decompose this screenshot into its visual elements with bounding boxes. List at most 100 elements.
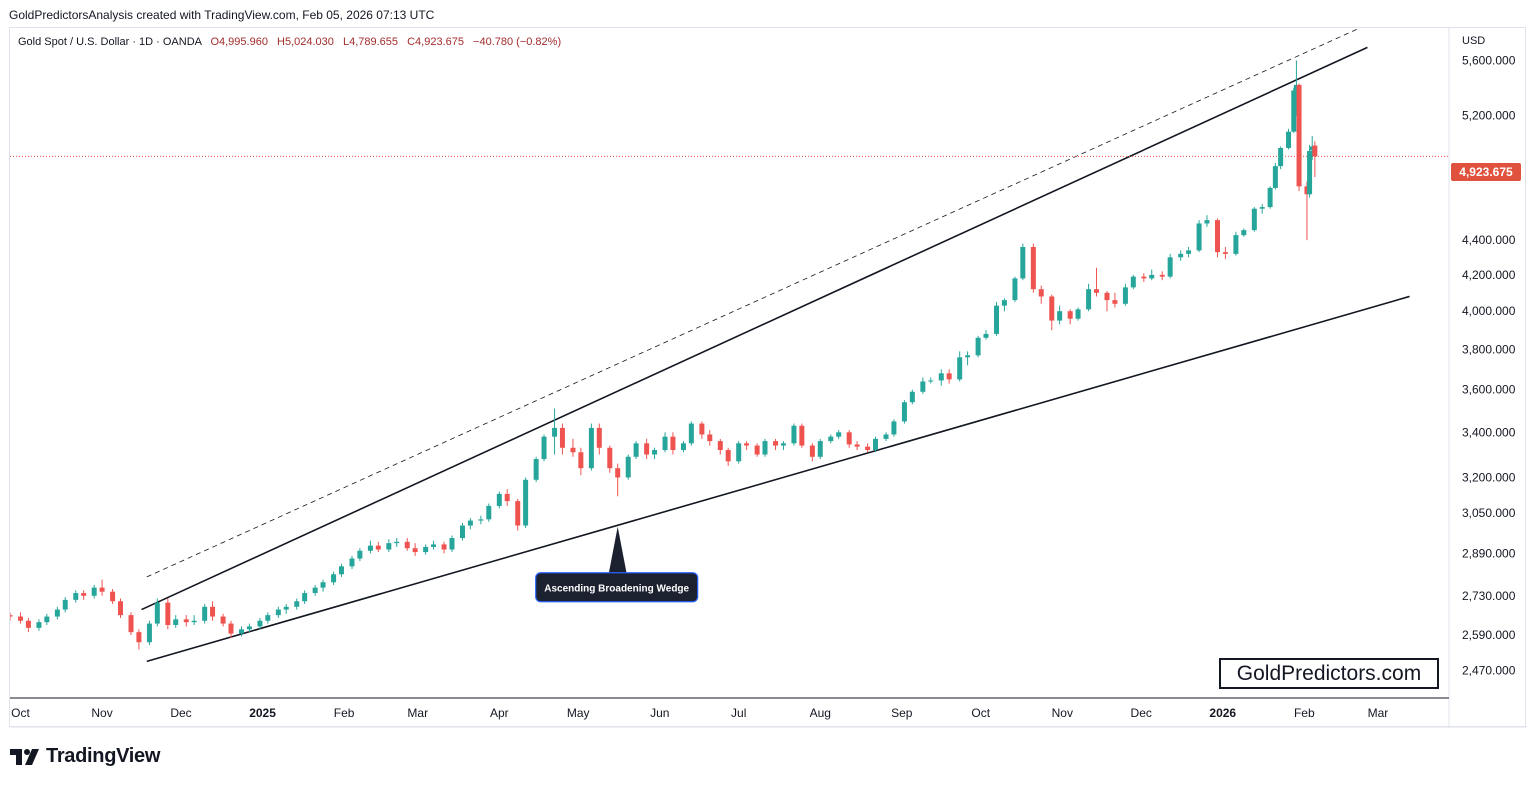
candle-body	[275, 609, 281, 616]
candle-body	[423, 546, 429, 553]
symbol-legend: Gold Spot / U.S. Dollar · 1D · OANDA O4,…	[18, 36, 561, 48]
candle-body	[1259, 207, 1265, 209]
candle	[220, 613, 226, 627]
candle-body	[607, 447, 613, 469]
candle	[909, 389, 915, 405]
price-tick-label: 4,200.000	[1462, 268, 1516, 282]
candle-body	[257, 620, 263, 627]
candle-body	[1093, 289, 1099, 293]
candle-body	[1130, 276, 1136, 288]
candle	[1086, 283, 1092, 312]
candle-body	[173, 619, 179, 626]
candle-body	[836, 432, 842, 437]
watermark-label: GoldPredictors.com	[1219, 658, 1439, 689]
legend-close: C4,923.675	[407, 36, 464, 48]
candle	[725, 447, 731, 466]
candle	[1278, 146, 1284, 170]
candle	[1312, 141, 1318, 177]
candle-body	[210, 606, 216, 617]
candle-body	[504, 493, 510, 502]
candle-body	[891, 421, 897, 435]
candle-body	[717, 441, 723, 451]
candle	[1296, 83, 1302, 192]
candle	[873, 436, 879, 453]
candle-body	[386, 543, 392, 550]
price-axis: 2,470.000 2,590.000 2,730.000 2,890.000 3,05…	[1462, 54, 1516, 678]
candle-body	[983, 333, 989, 338]
candle	[202, 604, 208, 624]
annotation-pointer	[608, 526, 627, 574]
candle-body	[25, 620, 31, 628]
candle-body	[367, 545, 373, 551]
candle	[975, 335, 981, 358]
candle-body	[523, 479, 529, 526]
candle	[1093, 267, 1099, 297]
price-tick-label: 2,730.000	[1462, 589, 1516, 603]
candle	[670, 432, 676, 455]
time-tick-label: Aug	[810, 706, 831, 720]
candle-body	[1309, 146, 1315, 151]
candle	[375, 541, 381, 553]
legend-open: O4,995.960	[210, 36, 268, 48]
candle-body	[459, 525, 465, 539]
currency-label[interactable]: USD	[1462, 35, 1486, 47]
candle	[1233, 231, 1239, 256]
legend-symbol: Gold Spot / U.S. Dollar · 1D · OANDA	[18, 36, 203, 48]
candle	[791, 423, 797, 446]
candle-body	[1012, 278, 1018, 301]
candle-body	[1312, 145, 1318, 157]
candle	[688, 421, 694, 446]
candle	[1251, 207, 1257, 232]
tradingview-logo-text: TradingView	[46, 745, 161, 767]
candle-body	[441, 544, 447, 550]
candle-body	[265, 615, 271, 621]
price-tick-label: 3,050.000	[1462, 506, 1516, 520]
candle-body	[246, 626, 252, 630]
candle-body	[552, 427, 558, 437]
candle	[1104, 290, 1110, 312]
candle	[957, 351, 963, 382]
time-tick-label: Mar	[1368, 706, 1389, 720]
candle	[18, 612, 24, 624]
chart-canvas[interactable]: Ascending Broadening Wedge 2,470.000 2,59…	[10, 28, 1527, 728]
candle	[828, 434, 834, 444]
time-tick-label: Jul	[731, 706, 746, 720]
candle-body	[615, 468, 621, 478]
trendline-layer	[141, 28, 1410, 663]
candle-body	[1167, 257, 1173, 277]
price-tick-label: 4,400.000	[1462, 233, 1516, 247]
candle	[523, 477, 529, 529]
candle	[1241, 228, 1247, 237]
candle-body	[1304, 186, 1310, 195]
candle	[1196, 220, 1202, 253]
candle-body	[110, 591, 116, 602]
candle-body	[541, 436, 547, 460]
candle-body	[1186, 250, 1192, 254]
time-tick-label: Dec	[1131, 706, 1152, 720]
chart-frame[interactable]: Ascending Broadening Wedge 2,470.000 2,59…	[9, 27, 1527, 728]
candle	[338, 563, 344, 577]
candle	[920, 377, 926, 394]
tradingview-logo[interactable]: TradingView	[10, 745, 160, 768]
candle-body	[154, 602, 160, 624]
candle-body	[338, 566, 344, 575]
candle	[496, 491, 502, 509]
candle	[662, 432, 668, 453]
candle-body	[1112, 300, 1118, 304]
candle-body	[570, 447, 576, 453]
candle	[1030, 243, 1036, 293]
candle-body	[91, 587, 97, 596]
candle-body	[404, 541, 410, 549]
candle	[128, 612, 134, 636]
candle-body	[331, 574, 337, 583]
candle-body	[1075, 309, 1081, 319]
time-tick-label: Nov	[1052, 706, 1073, 720]
candle	[1112, 292, 1118, 308]
candle-body	[312, 587, 318, 594]
candle	[136, 629, 142, 650]
candle	[1159, 271, 1165, 281]
time-tick-label: Oct	[971, 706, 990, 720]
candle	[854, 441, 860, 451]
candle-body	[791, 425, 797, 444]
trendline-upper-resistance	[141, 46, 1368, 611]
